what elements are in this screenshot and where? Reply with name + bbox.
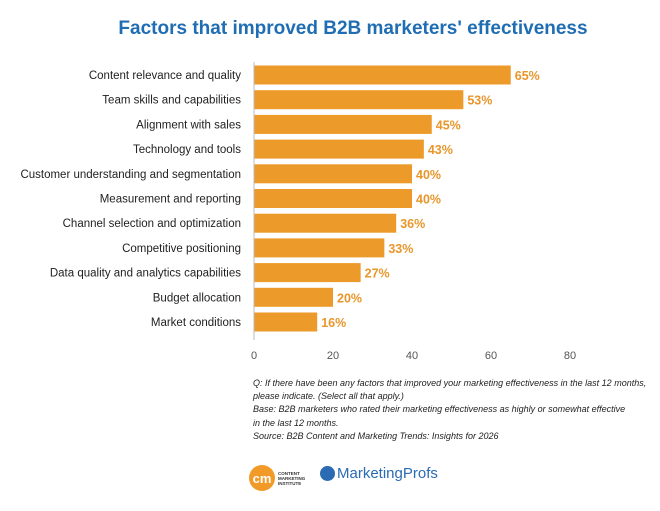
bar: [254, 213, 397, 233]
bar: [254, 114, 432, 134]
bar: [254, 189, 412, 208]
data-label: 53%: [467, 94, 492, 108]
marketingprofs-text: MarketingProfs: [337, 465, 438, 482]
chart-title: Factors that improved B2B marketers' eff…: [118, 18, 588, 39]
x-tick-label: 0: [251, 350, 257, 362]
data-label: 40%: [416, 193, 441, 207]
data-label: 16%: [321, 316, 346, 330]
x-tick-label: 60: [485, 350, 497, 362]
data-label: 27%: [365, 267, 390, 281]
category-label: Channel selection and optimization: [63, 218, 241, 230]
note-base: Base: B2B marketers who rated their mark…: [253, 404, 626, 415]
cmi-logo-text: CONTENT MARKETING INSTITUTE: [278, 470, 306, 486]
cmi-logo-mark: cm: [249, 465, 275, 491]
bar: [254, 90, 464, 110]
category-label: Customer understanding and segmentation: [20, 169, 241, 181]
category-label: Budget allocation: [153, 292, 241, 304]
bar: [254, 238, 385, 258]
category-label: Content relevance and quality: [89, 70, 241, 82]
marketingprofs-icon: [320, 466, 335, 481]
data-label: 33%: [388, 242, 413, 256]
category-label: Measurement and reporting: [100, 194, 241, 206]
category-label: Market conditions: [151, 317, 241, 329]
bar-chart: Content relevance and quality 65% Team ski…: [20, 62, 576, 362]
bar: [254, 312, 318, 332]
x-tick-label: 40: [406, 350, 418, 362]
note-base-cont: in the last 12 months.: [253, 417, 339, 428]
data-label: 40%: [416, 168, 441, 182]
data-label: 65%: [515, 69, 540, 83]
data-label: 20%: [337, 291, 362, 305]
chart-notes: Q: If there have been any factors that i…: [253, 377, 646, 443]
bar: [254, 139, 424, 159]
bar: [254, 263, 361, 283]
bar: [254, 287, 333, 307]
x-tick-label: 20: [327, 350, 339, 362]
category-label: Competitive positioning: [122, 243, 241, 255]
category-label: Team skills and capabilities: [102, 95, 241, 107]
x-tick-label: 80: [564, 350, 576, 362]
data-label: 43%: [428, 143, 453, 157]
category-label: Alignment with sales: [136, 119, 241, 131]
note-question: Q: If there have been any factors that i…: [253, 378, 647, 388]
cmi-logo: cm CONTENT MARKETING INSTITUTE: [249, 465, 306, 491]
category-label: Technology and tools: [133, 144, 241, 156]
data-label: 45%: [436, 118, 461, 132]
bar: [254, 65, 511, 85]
note-question-cont: please indicate. (Select all that apply.…: [253, 391, 404, 402]
category-label: Data quality and analytics capabilities: [50, 268, 241, 280]
bar: [254, 164, 412, 184]
note-source: Source: B2B Content and Marketing Trends…: [253, 430, 499, 441]
data-label: 36%: [400, 217, 425, 231]
marketingprofs-logo: MarketingProfs: [320, 465, 438, 482]
